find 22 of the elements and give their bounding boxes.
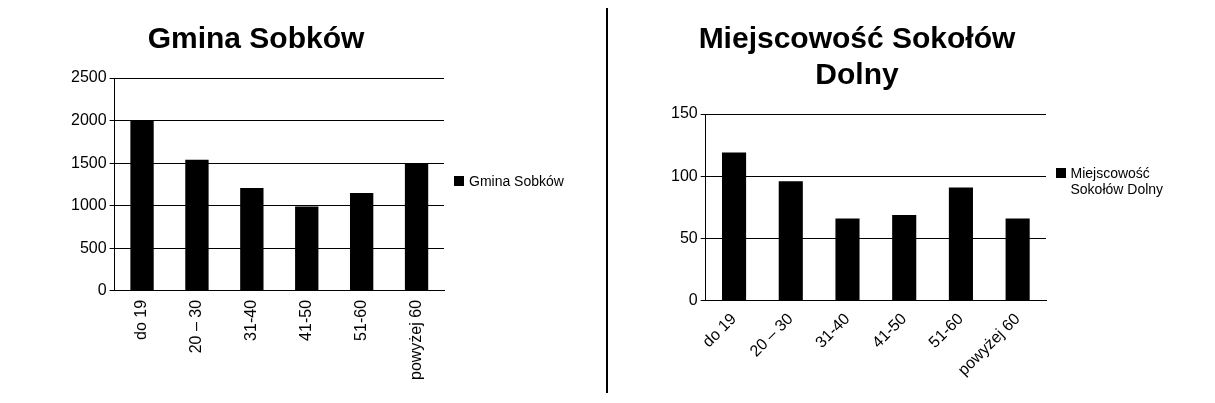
y-tick-label: 0 [688,291,698,309]
x-tick-label: 41-50 [297,299,315,341]
x-tick-label: 51-60 [352,299,370,341]
x-tick-label: do 19 [132,299,150,340]
chart-title: Miejscowość Sokołów Dolny [698,21,1016,91]
chart-title: Gmina Sobków [147,21,366,55]
legend-label: Miejscowość Sokołów Dolny [1070,164,1165,197]
y-tick-label: 1000 [71,196,107,214]
x-tick-label: 20 – 30 [187,299,205,354]
legend-label: Gmina Sobków [469,172,564,189]
y-tick-label: 1500 [71,153,107,171]
y-tick-label: 50 [679,228,698,246]
x-tick-label: do 19 [698,309,739,351]
y-tick-label: 0 [97,281,107,299]
y-tick-label: 2000 [71,111,107,128]
y-tick-label: 100 [670,166,698,184]
x-tick-label: powyżej 60 [406,299,424,380]
y-tick-label: 2500 [71,68,107,86]
y-tick-label: 150 [670,104,698,122]
x-tick-label: 20 – 30 [745,309,796,360]
y-tick-label: 500 [79,238,107,256]
x-tick-label: 31-40 [242,299,260,341]
